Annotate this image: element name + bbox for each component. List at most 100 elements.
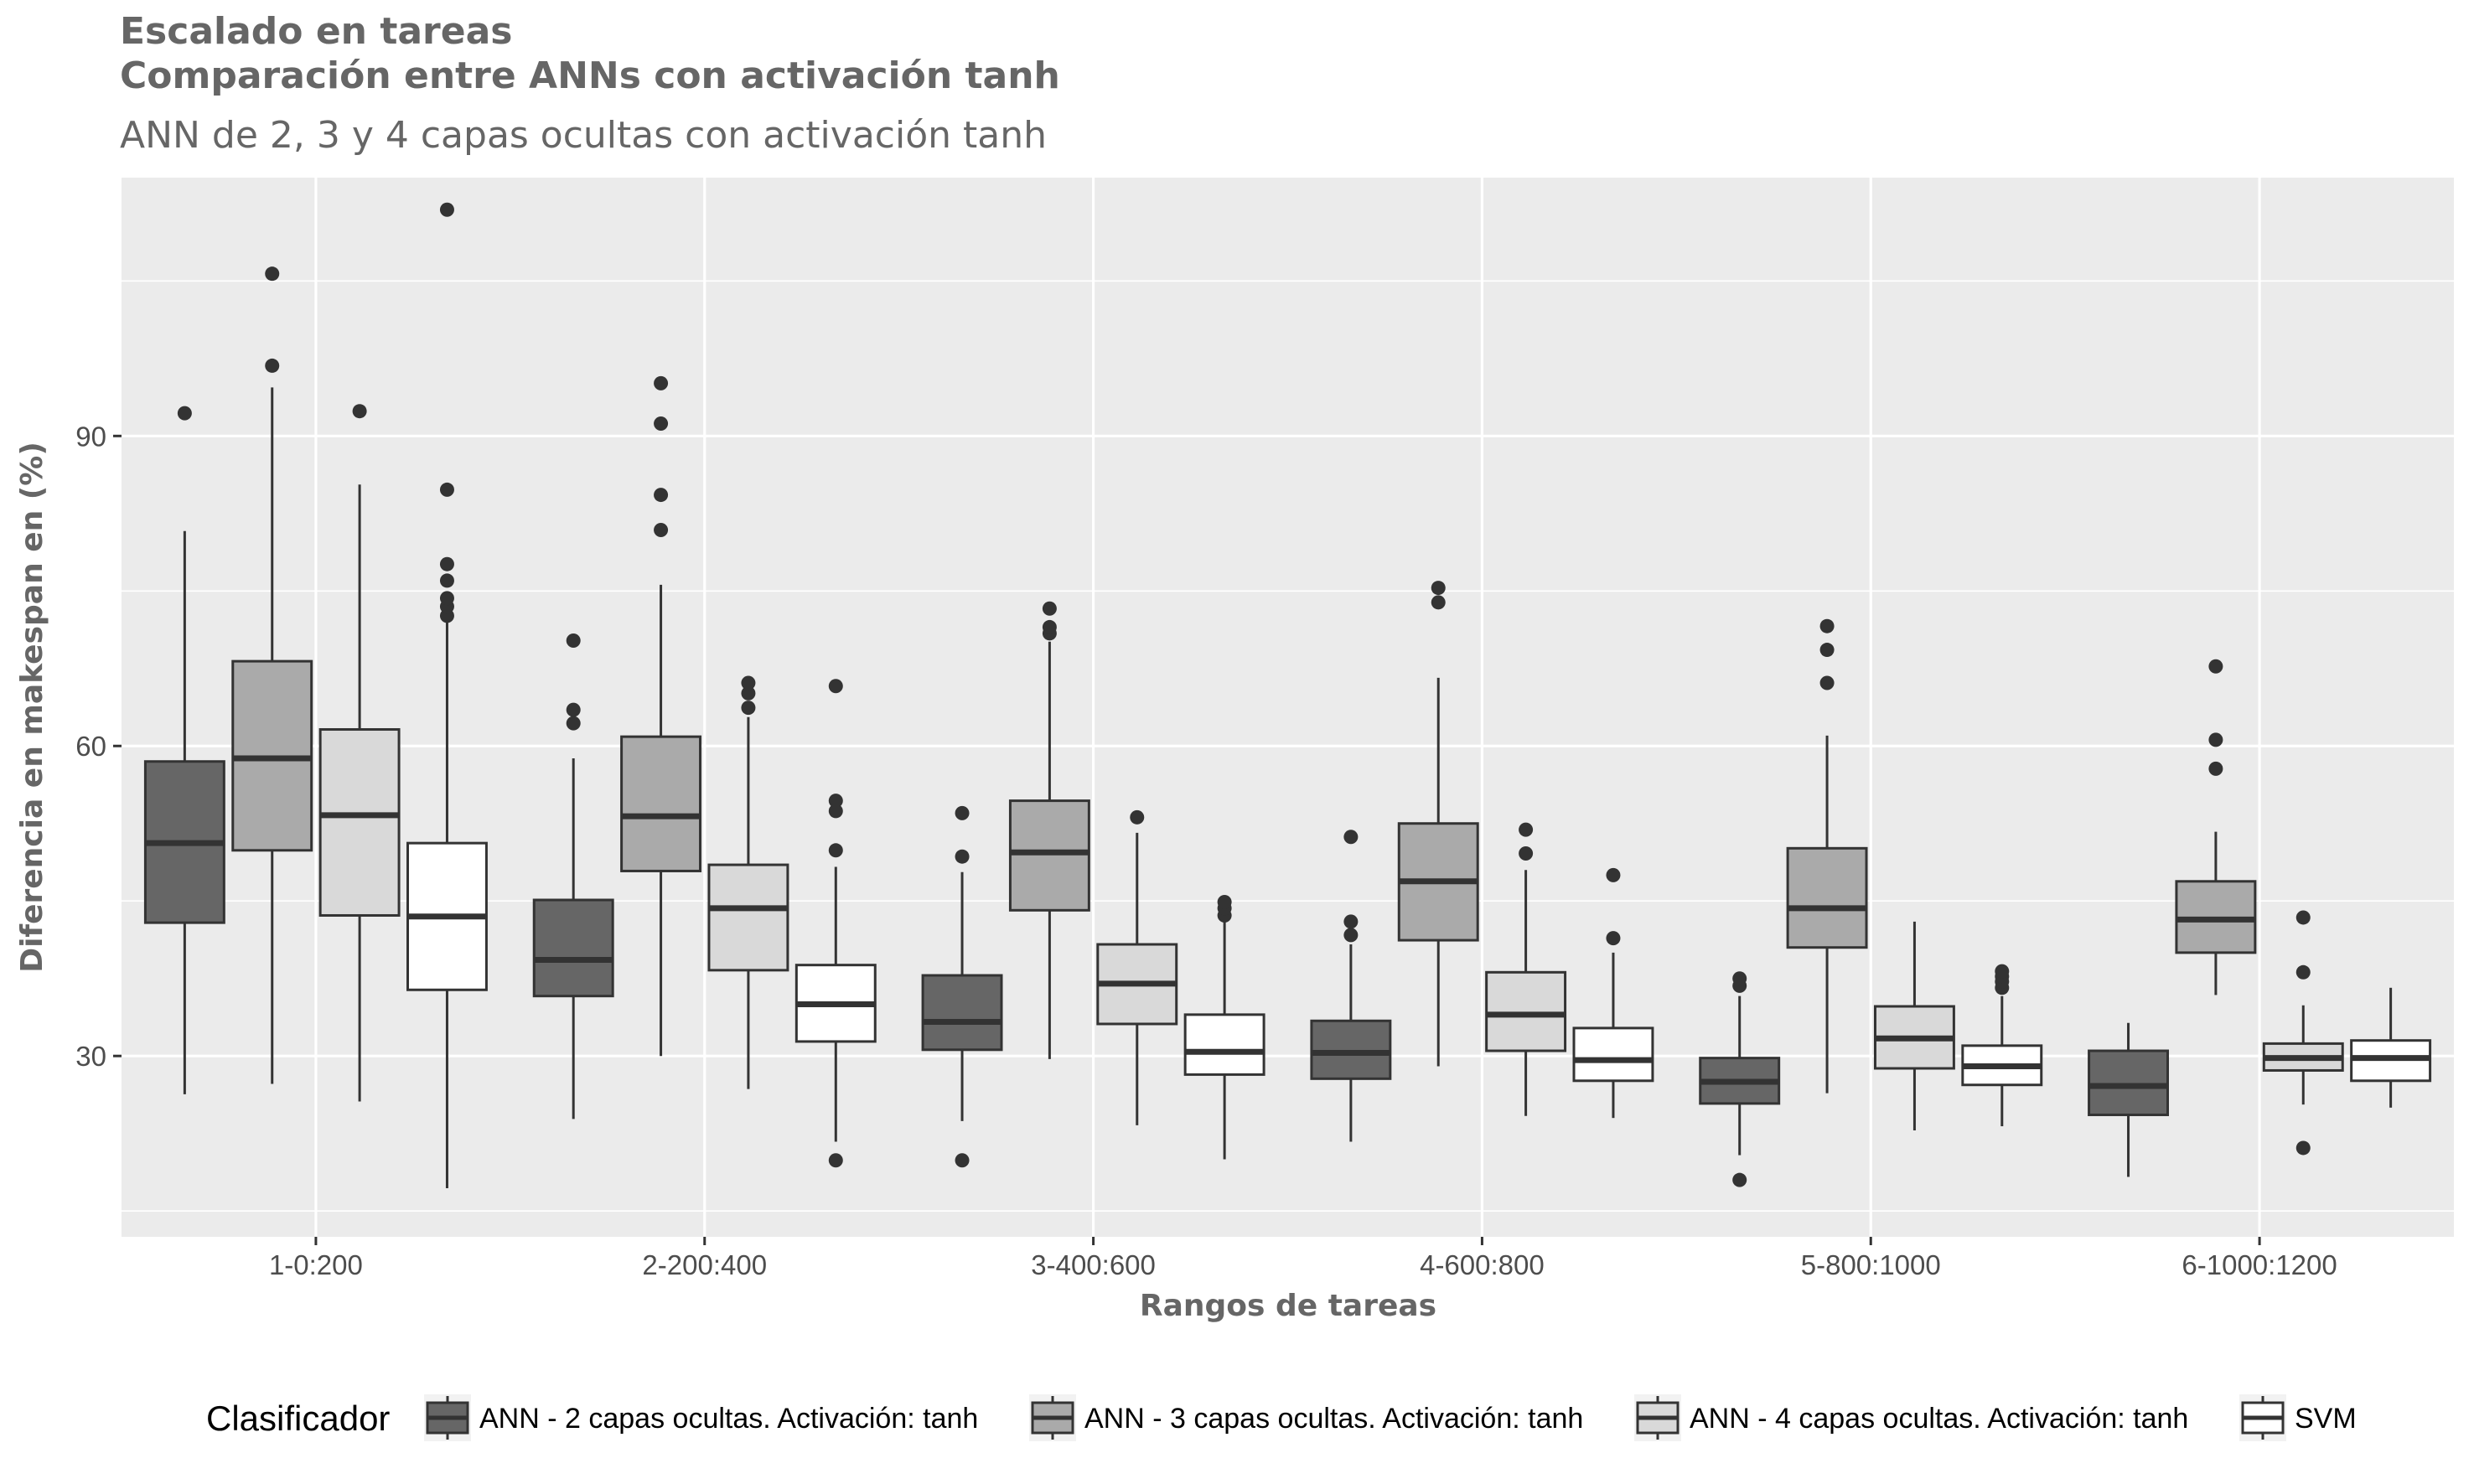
box-iqr [1183, 1013, 1265, 1076]
box-plot [2350, 987, 2432, 1108]
box-plot [532, 633, 614, 1119]
outlier-point [1819, 675, 1835, 690]
y-tick-label: 60 [75, 731, 106, 762]
outlier-point [566, 633, 581, 648]
box-plot [1873, 921, 1955, 1130]
y-axis-title: Diferencia en makespan en (%) [15, 442, 49, 973]
box-plot [1096, 809, 1178, 1125]
outlier-point [955, 849, 970, 864]
box-iqr [318, 728, 401, 917]
box-iqr [1008, 799, 1090, 912]
y-tick-label: 90 [75, 421, 106, 452]
outlier-point [1130, 809, 1145, 825]
outlier-point [2295, 964, 2311, 980]
box-plots [143, 202, 2432, 1189]
outlier-point [265, 358, 280, 373]
outlier-point [955, 1153, 970, 1168]
box-plot [1961, 964, 2043, 1127]
box-iqr [2088, 1049, 2170, 1116]
x-axis: 1-0:200 2-200:400 3-400:600 4-600:800 5-800:… [269, 1237, 2337, 1280]
plot-panel [122, 178, 2454, 1237]
box-iqr [921, 974, 1003, 1052]
box-plot [707, 675, 789, 1089]
x-tick-label: 1-0:200 [269, 1249, 363, 1280]
box-plot [2175, 659, 2257, 995]
outlier-point [1732, 1172, 1747, 1187]
outlier-point [1519, 845, 1534, 861]
outlier-point [439, 202, 454, 217]
outlier-point [1217, 894, 1232, 909]
outlier-point [1343, 830, 1359, 845]
box-plot [1008, 601, 1090, 1059]
legend-item: ANN - 2 capas ocultas. Activación: tanh [424, 1394, 978, 1441]
outlier-point [1431, 581, 1446, 596]
box-iqr [532, 898, 614, 998]
box-iqr [1485, 970, 1567, 1052]
outlier-point [1819, 618, 1835, 633]
legend-item: SVM [2239, 1394, 2357, 1441]
box-iqr [1572, 1026, 1654, 1083]
outlier-point [955, 805, 970, 820]
y-tick-label: 30 [75, 1041, 106, 1072]
outlier-point [741, 685, 756, 701]
outlier-point [654, 488, 669, 503]
box-plot [2088, 1022, 2170, 1177]
outlier-point [1995, 964, 2010, 979]
box-plot [318, 404, 401, 1102]
outlier-point [828, 794, 843, 809]
outlier-point [352, 404, 367, 419]
box-plot [1310, 830, 1392, 1142]
legend-item: ANN - 3 capas ocultas. Activación: tanh [1029, 1394, 1583, 1441]
box-plot [1572, 867, 1654, 1119]
outlier-point [1343, 928, 1359, 943]
x-tick-label: 6-1000:1200 [2182, 1249, 2337, 1280]
outlier-point [741, 701, 756, 716]
outlier-point [741, 675, 756, 690]
legend-label: ANN - 2 capas ocultas. Activación: tanh [479, 1403, 978, 1435]
chart-subtitle: ANN de 2, 3 y 4 capas ocultas con activa… [120, 114, 1047, 157]
outlier-point [828, 1153, 843, 1168]
box-plot [231, 266, 313, 1084]
grid-lines [122, 178, 2454, 1237]
x-tick-label: 2-200:400 [642, 1249, 767, 1280]
x-axis-title: Rangos de tareas [1140, 1289, 1436, 1323]
legend-label: ANN - 3 capas ocultas. Activación: tanh [1084, 1403, 1583, 1435]
box-plot [794, 679, 877, 1168]
box-iqr [1786, 846, 1868, 949]
outlier-point [566, 716, 581, 731]
outlier-point [1819, 643, 1835, 658]
x-tick-label: 5-800:1000 [1801, 1249, 1941, 1280]
outlier-point [828, 679, 843, 694]
outlier-point [1732, 971, 1747, 986]
outlier-point [828, 804, 843, 819]
outlier-point [439, 573, 454, 588]
box-iqr [1310, 1019, 1392, 1080]
x-tick-label: 4-600:800 [1420, 1249, 1545, 1280]
outlier-point [1042, 619, 1057, 634]
outlier-point [2208, 732, 2223, 747]
legend-label: ANN - 4 capas ocultas. Activación: tanh [1690, 1403, 2188, 1435]
box-iqr [707, 863, 789, 972]
box-plot [921, 805, 1003, 1168]
outlier-point [654, 375, 669, 390]
outlier-point [1042, 601, 1057, 616]
outlier-point [2295, 910, 2311, 925]
outlier-point [439, 591, 454, 606]
legend-item: ANN - 4 capas ocultas. Activación: tanh [1634, 1394, 2188, 1441]
box-plot [143, 406, 225, 1094]
outlier-point [1606, 931, 1621, 946]
outlier-point [439, 556, 454, 571]
outlier-point [1431, 595, 1446, 610]
box-iqr [620, 735, 702, 872]
box-plot [2262, 910, 2344, 1156]
box-plot [1699, 971, 1781, 1187]
legend: Clasificador ANN - 2 capas ocultas. Acti… [206, 1394, 2357, 1441]
outlier-point [265, 266, 280, 282]
outlier-point [1343, 914, 1359, 929]
box-plot [1183, 894, 1265, 1160]
chart-title-line-1: Escalado en tareas [120, 10, 512, 53]
box-plot [1485, 822, 1567, 1116]
chart-title-line-2: Comparación entre ANNs con activación ta… [120, 54, 1060, 97]
box-plot [620, 375, 702, 1057]
